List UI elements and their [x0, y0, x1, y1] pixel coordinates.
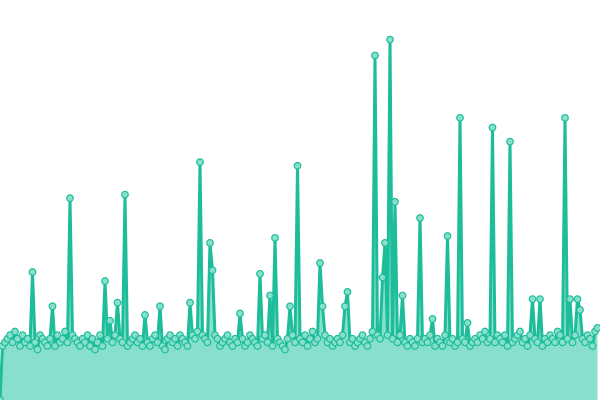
- data-point: [66, 194, 74, 203]
- data-point: [396, 331, 404, 340]
- data-point: [428, 315, 437, 323]
- data-point: [443, 232, 452, 240]
- data-point: [338, 331, 347, 340]
- data-point: [253, 342, 262, 350]
- data-point: [46, 334, 54, 343]
- data-point: [441, 331, 449, 340]
- data-point: [61, 327, 69, 336]
- data-point: [23, 334, 32, 343]
- data-point: [293, 161, 302, 170]
- data-point: [288, 331, 297, 340]
- data-point: [96, 331, 104, 340]
- data-point: [313, 334, 322, 343]
- data-point: [416, 214, 424, 222]
- data-point: [426, 331, 434, 340]
- data-point: [463, 318, 472, 327]
- data-point: [456, 113, 464, 122]
- data-point: [573, 295, 582, 303]
- data-point: [438, 342, 447, 350]
- data-point: [31, 338, 39, 347]
- data-point: [411, 342, 419, 350]
- data-point: [141, 311, 149, 319]
- data-point: [121, 190, 129, 199]
- data-point: [398, 291, 407, 300]
- data-point: [156, 302, 164, 311]
- data-point: [423, 338, 432, 347]
- data-point: [376, 334, 384, 343]
- data-point: [268, 342, 277, 350]
- data-point: [43, 342, 52, 350]
- data-point: [561, 113, 569, 122]
- data-point: [593, 324, 600, 332]
- data-point: [236, 309, 244, 318]
- data-point: [63, 338, 72, 347]
- data-point: [98, 342, 107, 350]
- data-point: [303, 342, 312, 350]
- data-point: [151, 331, 159, 340]
- data-point: [566, 295, 574, 303]
- data-point: [588, 342, 597, 350]
- data-point: [371, 51, 379, 60]
- data-point: [286, 302, 294, 311]
- data-point: [386, 35, 394, 44]
- data-point: [506, 137, 514, 146]
- data-point: [256, 269, 264, 278]
- data-point: [33, 345, 42, 354]
- data-point: [106, 316, 114, 325]
- data-point: [501, 331, 509, 340]
- data-point: [173, 342, 182, 350]
- data-point: [556, 331, 564, 340]
- data-point: [48, 302, 57, 311]
- data-point: [378, 273, 387, 282]
- data-point: [341, 302, 349, 311]
- data-point: [11, 327, 19, 336]
- data-point: [113, 298, 122, 307]
- data-point: [196, 158, 204, 167]
- data-point: [101, 277, 109, 285]
- data-point: [393, 338, 402, 347]
- data-point: [363, 342, 372, 350]
- data-point: [186, 298, 194, 307]
- data-point: [281, 345, 289, 354]
- data-point: [261, 331, 269, 340]
- data-point: [136, 334, 144, 343]
- data-point: [536, 295, 544, 303]
- data-point: [161, 345, 169, 354]
- data-point: [0, 396, 4, 400]
- data-point: [223, 331, 232, 340]
- data-point: [516, 327, 524, 336]
- data-point: [576, 306, 584, 314]
- data-point: [481, 327, 489, 336]
- data-point: [108, 338, 117, 347]
- data-point: [381, 238, 389, 247]
- data-point: [271, 233, 279, 242]
- data-point: [208, 266, 217, 275]
- data-point: [551, 338, 559, 347]
- data-point: [183, 342, 192, 350]
- data-point: [308, 327, 317, 336]
- data-point: [266, 291, 274, 300]
- data-point: [391, 197, 399, 206]
- data-point: [91, 345, 99, 354]
- data-point: [528, 295, 537, 303]
- data-point: [586, 334, 594, 343]
- data-point: [488, 123, 497, 132]
- data-point: [358, 331, 367, 340]
- data-point: [28, 268, 37, 276]
- data-point: [568, 338, 577, 347]
- data-point: [343, 287, 352, 296]
- data-point: [206, 238, 214, 247]
- data-point: [318, 302, 327, 311]
- data-point: [523, 342, 532, 350]
- data-point: [571, 331, 579, 340]
- data-point: [146, 342, 154, 350]
- data-point: [336, 338, 344, 347]
- data-point: [366, 334, 374, 343]
- data-point: [203, 338, 212, 347]
- data-points: [0, 35, 600, 400]
- data-point: [191, 334, 199, 343]
- data-point: [316, 259, 324, 267]
